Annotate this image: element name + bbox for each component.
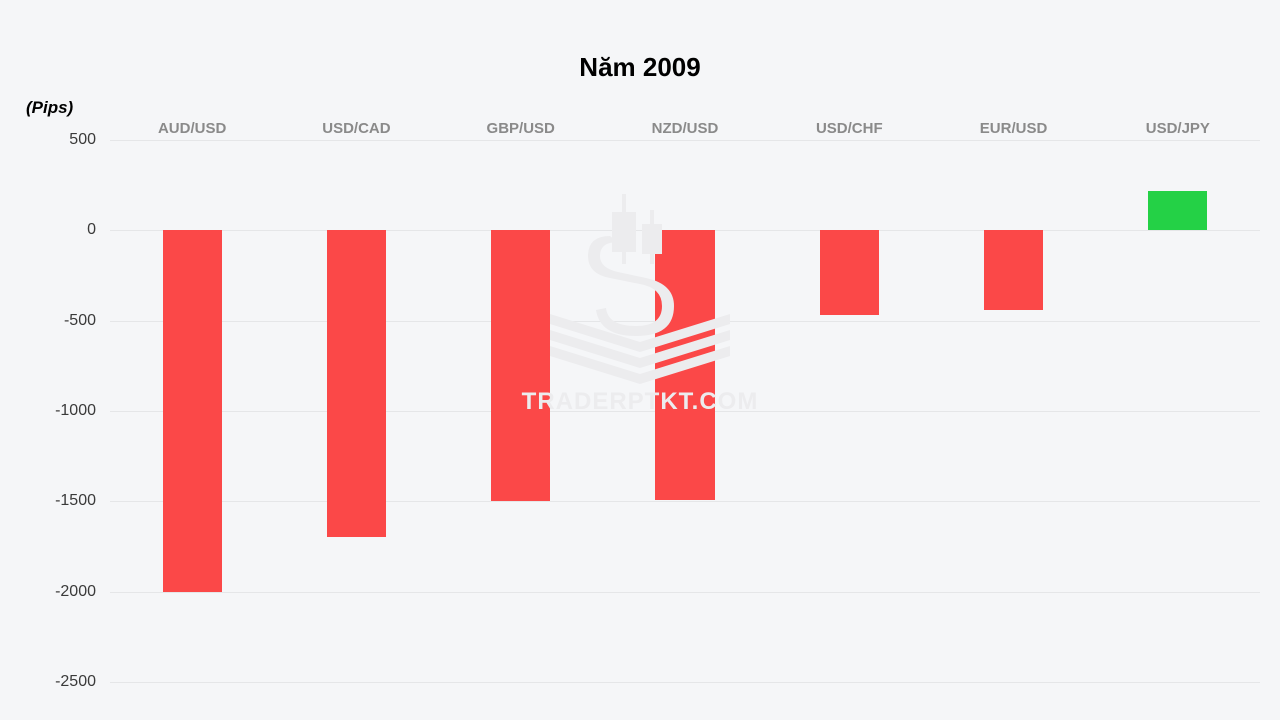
category-label: USD/JPY xyxy=(1146,120,1210,137)
bar xyxy=(820,230,879,315)
bar xyxy=(491,230,550,501)
y-tick-label: -500 xyxy=(64,312,110,330)
category-label: NZD/USD xyxy=(652,120,719,137)
y-axis-title: (Pips) xyxy=(26,98,73,118)
gridline xyxy=(110,592,1260,593)
bar xyxy=(163,230,222,591)
chart-title: Năm 2009 xyxy=(579,52,700,83)
gridline xyxy=(110,501,1260,502)
y-tick-label: -2000 xyxy=(55,583,110,601)
category-label: USD/CHF xyxy=(816,120,883,137)
plot-area: 5000-500-1000-1500-2000-2500AUD/USDUSD/C… xyxy=(110,140,1260,682)
category-label: GBP/USD xyxy=(487,120,555,137)
bar xyxy=(1148,191,1207,231)
y-tick-label: -1000 xyxy=(55,402,110,420)
category-label: EUR/USD xyxy=(980,120,1048,137)
y-tick-label: 0 xyxy=(87,221,110,239)
gridline xyxy=(110,140,1260,141)
y-tick-label: -2500 xyxy=(55,673,110,691)
y-tick-label: -1500 xyxy=(55,492,110,510)
category-label: AUD/USD xyxy=(158,120,226,137)
bar xyxy=(327,230,386,537)
bar xyxy=(655,230,714,499)
bar xyxy=(984,230,1043,309)
gridline xyxy=(110,682,1260,683)
category-label: USD/CAD xyxy=(322,120,390,137)
y-tick-label: 500 xyxy=(69,131,110,149)
